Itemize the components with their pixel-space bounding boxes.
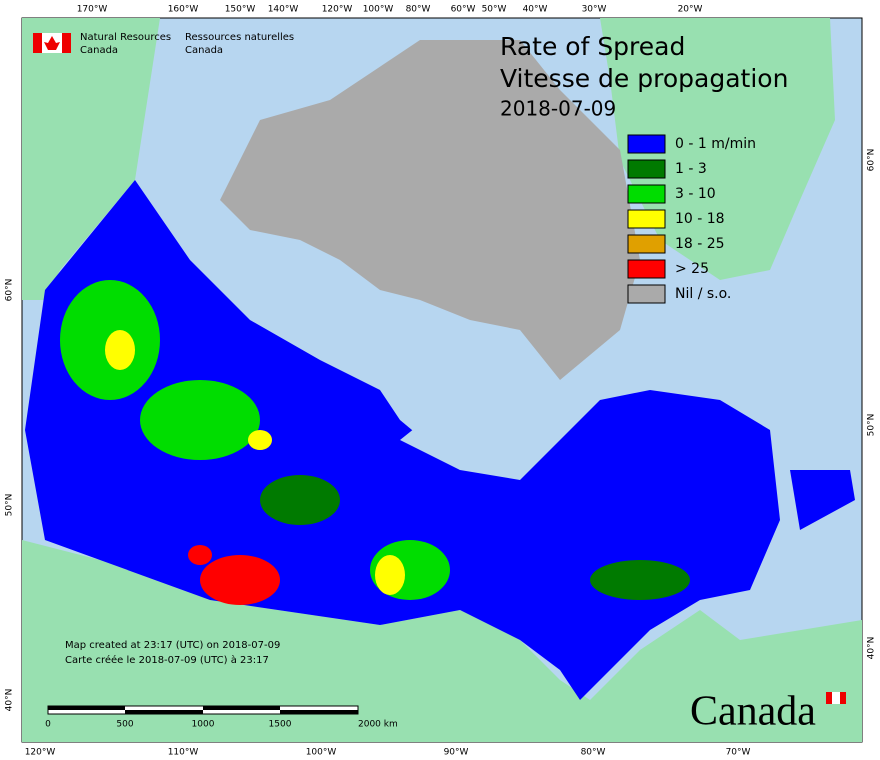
graticule-label: 60°N <box>867 149 877 172</box>
graticule-label: 150°W <box>225 5 256 15</box>
graticule-label: 60°N <box>5 279 15 302</box>
scale-label: 1000 <box>192 720 215 730</box>
legend-label: Nil / s.o. <box>675 286 731 302</box>
legend-label: 0 - 1 m/min <box>675 136 756 152</box>
legend-swatch <box>627 234 666 254</box>
legend-label: > 25 <box>675 261 709 277</box>
graticule-label: 170°W <box>77 5 108 15</box>
newfoundland <box>790 470 855 530</box>
graticule-label: 40°W <box>523 5 548 15</box>
patch <box>260 475 340 525</box>
nrcan-flag <box>33 33 71 53</box>
scale-label: 1500 <box>269 720 292 730</box>
graticule-label: 120°W <box>322 5 353 15</box>
graticule-label: 20°W <box>678 5 703 15</box>
alaska <box>22 18 160 300</box>
scale-seg <box>203 706 280 710</box>
graticule-label: 100°W <box>306 748 337 758</box>
graticule-label: 160°W <box>168 5 199 15</box>
legend-label: 10 - 18 <box>675 211 725 227</box>
legend-swatch <box>627 184 666 204</box>
flag-bar <box>33 33 42 53</box>
graticule-label: 50°N <box>5 494 15 517</box>
patch <box>375 555 405 595</box>
graticule-label: 110°W <box>168 748 199 758</box>
scale-label: 2000 km <box>358 720 398 730</box>
patch <box>590 560 690 600</box>
graticule-label: 80°W <box>581 748 606 758</box>
patch <box>248 430 272 450</box>
flag-bar <box>840 692 846 704</box>
wordmark: Canada <box>690 689 816 735</box>
united-states <box>22 540 862 742</box>
created-en: Map created at 23:17 (UTC) on 2018-07-09 <box>65 640 280 651</box>
graticule-label: 30°W <box>582 5 607 15</box>
graticule-label: 140°W <box>268 5 299 15</box>
flag-center <box>832 692 840 704</box>
fire-patches <box>60 280 690 605</box>
flag-bar <box>62 33 71 53</box>
date: 2018-07-09 <box>500 97 616 121</box>
title: Vitesse de propagation <box>500 64 788 93</box>
legend-swatch <box>627 134 666 154</box>
legend-swatch <box>627 209 666 229</box>
graticule-label: 40°N <box>867 637 877 660</box>
patch <box>188 545 212 565</box>
scale-seg <box>125 710 203 714</box>
legend-label: 18 - 25 <box>675 236 725 252</box>
arctic-islands <box>220 40 640 380</box>
patch <box>140 380 260 460</box>
scale-label: 500 <box>116 720 133 730</box>
graticule-label: 80°W <box>406 5 431 15</box>
dept-en: Natural Resources <box>80 32 171 43</box>
patch <box>105 330 135 370</box>
scale-seg <box>48 706 125 710</box>
scale-label: 0 <box>45 720 51 730</box>
graticule-label: 50°W <box>482 5 507 15</box>
legend-swatch <box>627 284 666 304</box>
graticule-label: 40°N <box>5 689 15 712</box>
graticule-label: 70°W <box>726 748 751 758</box>
dept-fr: Canada <box>185 45 223 56</box>
graticule-label: 60°W <box>451 5 476 15</box>
graticule-label: 50°N <box>867 414 877 437</box>
hudson-bay <box>400 380 540 470</box>
graticule-label: 100°W <box>363 5 394 15</box>
legend-swatch <box>627 159 666 179</box>
title: Rate of Spread <box>500 32 685 61</box>
wordmark-flag <box>826 692 846 704</box>
patch <box>200 555 280 605</box>
dept-fr: Ressources naturelles <box>185 32 294 43</box>
flag-bar <box>826 692 832 704</box>
legend-swatch <box>627 259 666 279</box>
created-fr: Carte créée le 2018-07-09 (UTC) à 23:17 <box>65 654 269 666</box>
map-area <box>21 17 863 743</box>
legend-label: 3 - 10 <box>675 186 716 202</box>
legend-label: 1 - 3 <box>675 161 707 177</box>
maple-leaf <box>44 36 60 50</box>
graticule-label: 90°W <box>444 748 469 758</box>
scale-bar <box>47 705 359 715</box>
graticule-label: 120°W <box>25 748 56 758</box>
scale-seg <box>280 710 358 714</box>
dept-en: Canada <box>80 45 118 56</box>
